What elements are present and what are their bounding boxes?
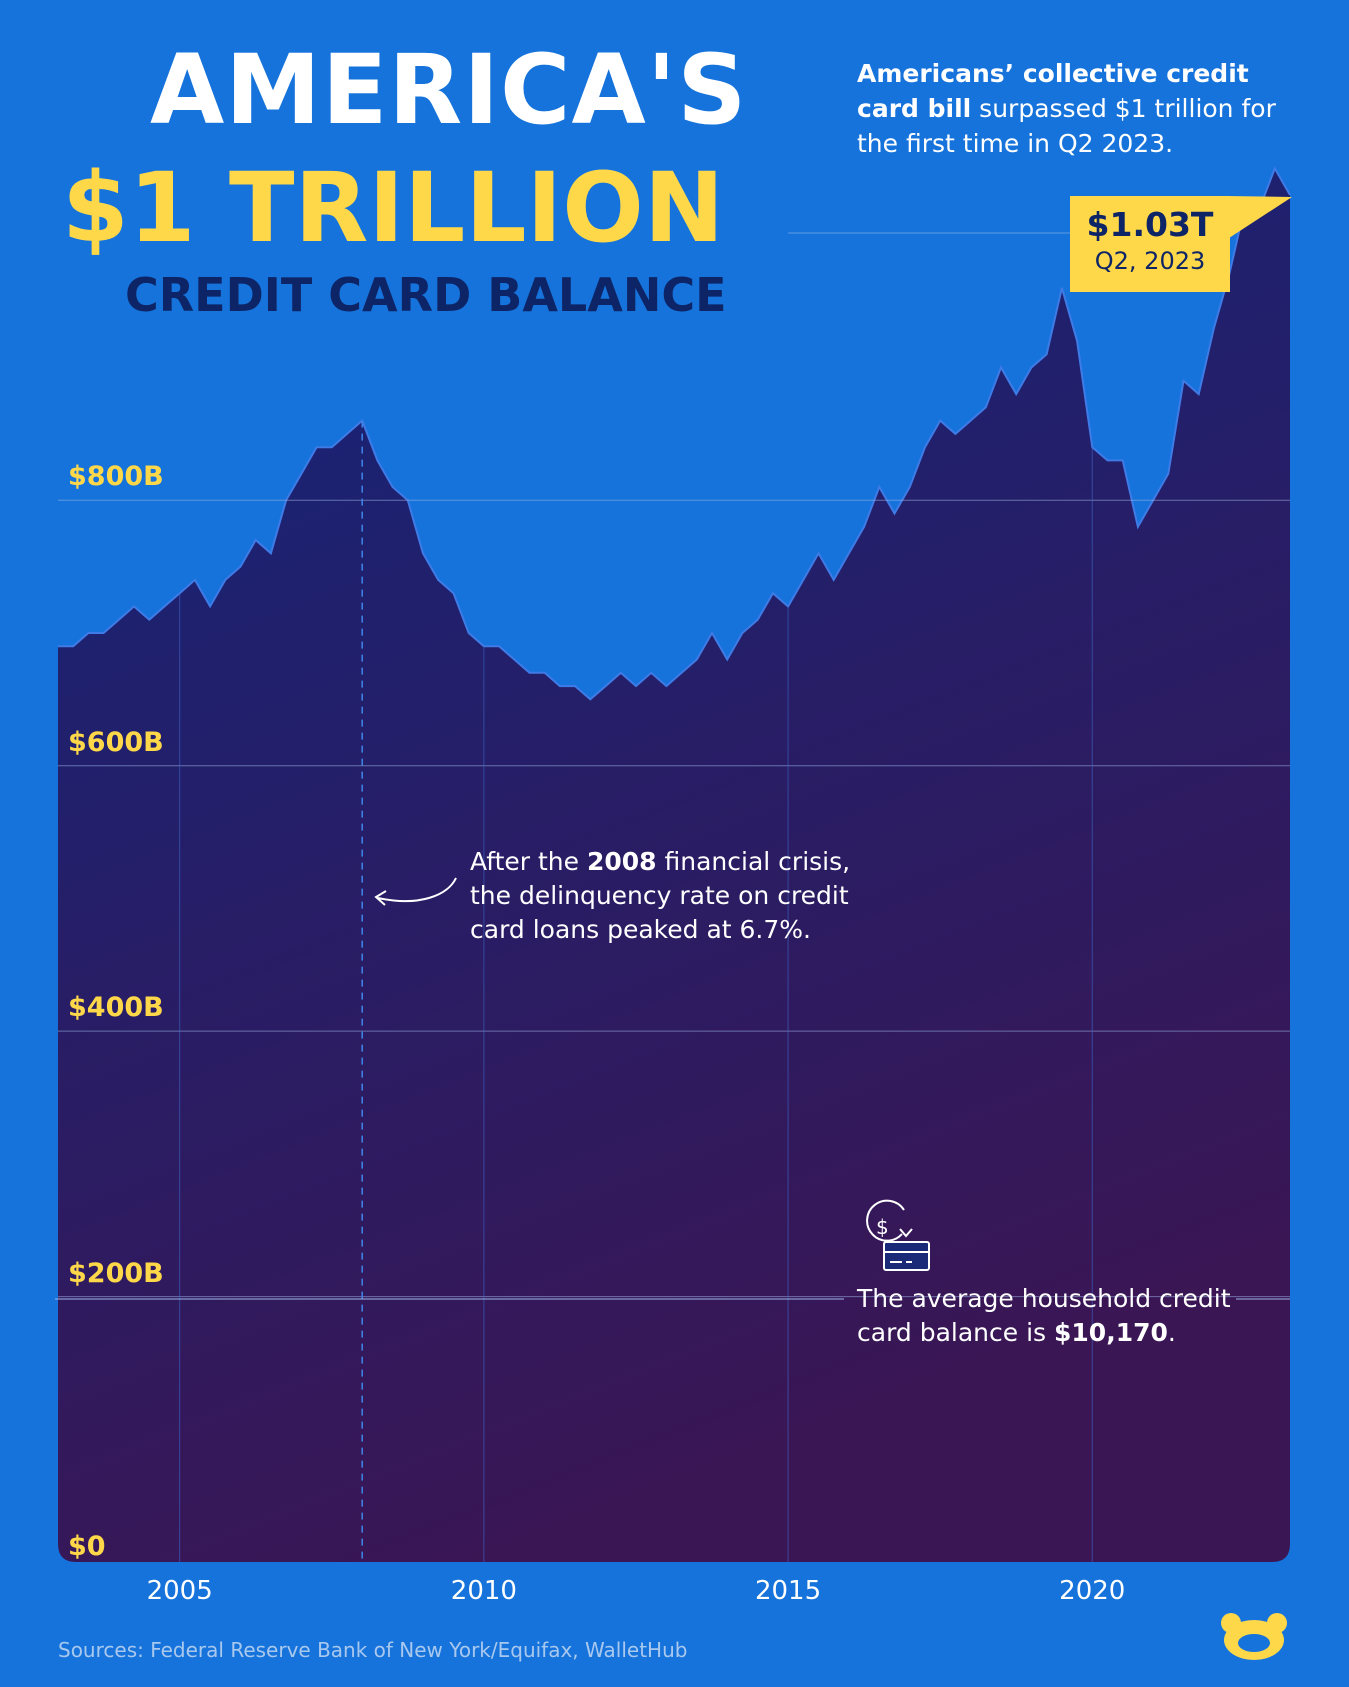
subtitle-rest: surpassed $1 trillion for the first time… (857, 94, 1276, 158)
title-line-3: CREDIT CARD BALANCE (125, 268, 727, 322)
subtitle-bold: Americans’ collective credit card bill (857, 59, 1249, 123)
balance-area-series (58, 168, 1290, 1562)
crisis-text-post: financial crisis, the delinquency rate o… (470, 847, 851, 944)
y-tick-label: $200B (68, 1257, 164, 1289)
crisis-annotation: After the 2008 financial crisis, the del… (470, 845, 870, 947)
curved-arrow-icon-head (374, 890, 387, 906)
household-annotation: The average household credit card balanc… (857, 1282, 1247, 1350)
x-tick-label: 2005 (146, 1576, 213, 1606)
y-tick-label: $600B (68, 726, 164, 758)
y-tick-label: $0 (68, 1531, 106, 1562)
household-text-bold: $10,170 (1054, 1318, 1168, 1347)
title-line-1: AMERICA'S (150, 34, 748, 146)
subtitle: Americans’ collective credit card bill s… (857, 56, 1307, 161)
balance-line-series (58, 166, 1291, 701)
y-tick-label: $400B (68, 992, 164, 1024)
callout-value: $1.03T (1086, 205, 1214, 244)
grid-lines-over (58, 232, 1290, 1562)
x-tick-label: 2020 (1059, 1576, 1126, 1606)
callout-date: Q2, 2023 (1094, 247, 1206, 275)
svg-text:$: $ (876, 1215, 889, 1239)
household-text-post: . (1167, 1318, 1176, 1347)
title-line-2: $1 TRILLION (62, 152, 725, 264)
crisis-text-pre: After the (470, 847, 587, 876)
callout-pointer (1226, 196, 1292, 240)
x-tick-label: 2015 (754, 1576, 822, 1606)
curved-arrow-icon (377, 877, 457, 903)
household-text-pre: The average household credit card balanc… (857, 1284, 1231, 1347)
peak-callout: $1.03T Q2, 2023 (1070, 196, 1230, 292)
y-tick-label: $800B (68, 461, 164, 493)
crisis-text-bold: 2008 (586, 847, 657, 876)
sources-note: Sources: Federal Reserve Bank of New Yor… (58, 1638, 688, 1662)
x-tick-label: 2010 (450, 1576, 517, 1606)
visual-capitalist-logo-icon (1221, 1613, 1287, 1660)
dollar-credit-card-icon: $ (866, 1199, 930, 1271)
